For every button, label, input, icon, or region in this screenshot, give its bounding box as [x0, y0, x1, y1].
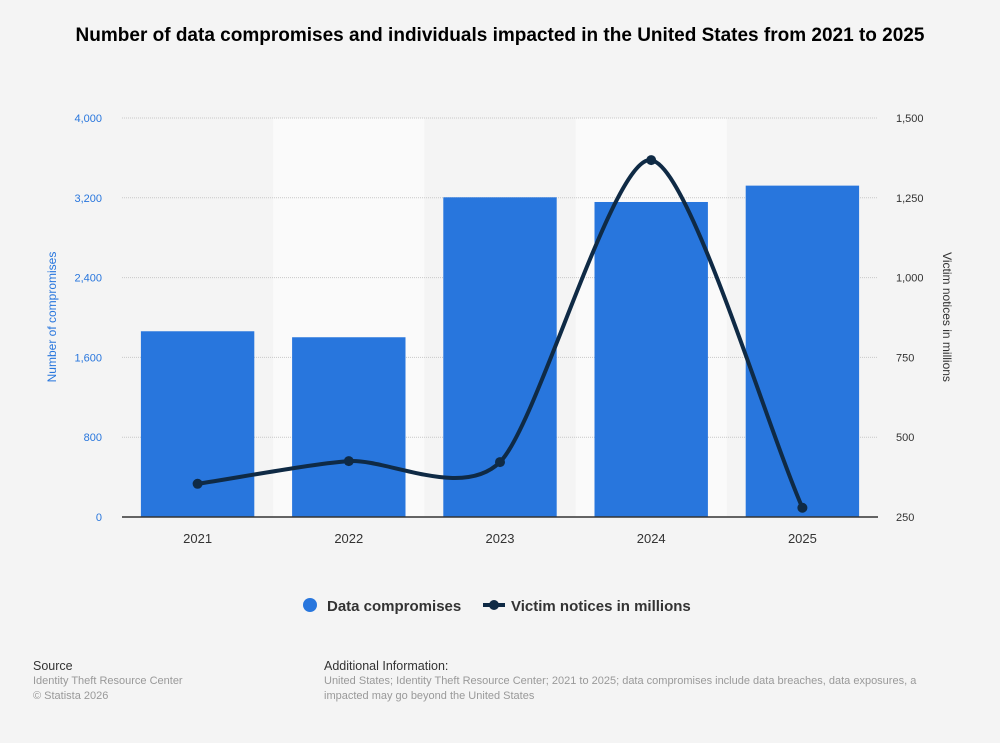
legend-marker-victim-notices: [489, 600, 499, 610]
x-tick-label: 2024: [637, 531, 666, 546]
y2-tick-label: 1,000: [896, 273, 924, 285]
info-line: impacted may go beyond the United States: [324, 690, 535, 702]
y2-tick-label: 1,250: [896, 193, 924, 205]
y-tick-label: 1,600: [74, 352, 102, 364]
y2-tick-label: 500: [896, 432, 914, 444]
chart-title: Number of data compromises and individua…: [75, 25, 925, 46]
line-point-2021: [192, 478, 203, 489]
y-tick-label: 4,000: [74, 113, 102, 125]
source-line[interactable]: Identity Theft Resource Center: [33, 675, 183, 687]
x-tick-label: 2025: [788, 531, 817, 546]
y-tick-label: 0: [96, 512, 102, 524]
victim-notices-line: [197, 158, 805, 509]
source-block: Source Identity Theft Resource Center © …: [33, 658, 183, 704]
y2-tick-label: 750: [896, 352, 914, 364]
x-tick-label: 2022: [334, 531, 363, 546]
line-point-2023: [495, 457, 505, 468]
copyright: © Statista 2026: [33, 690, 109, 702]
x-tick-label: 2023: [486, 531, 515, 546]
source-heading: Source: [33, 659, 73, 673]
bar-2021: [140, 331, 255, 517]
y2-axis-title: Victim notices in millions: [940, 252, 954, 382]
legend-label-victim-notices: Victim notices in millions: [511, 598, 691, 615]
bar-2024: [594, 201, 708, 517]
legend-marker-data-compromises: [303, 598, 317, 612]
line-point-2024: [646, 155, 657, 166]
bar-2025: [745, 185, 860, 517]
y-tick-label: 2,400: [74, 273, 102, 285]
line-point-2022: [343, 456, 354, 467]
y2-tick-label: 250: [896, 512, 914, 524]
x-tick-label: 2021: [183, 531, 212, 546]
info-heading: Additional Information:: [324, 659, 449, 673]
line-point-2025: [797, 502, 808, 513]
info-line: United States; Identity Theft Resource C…: [324, 675, 917, 687]
y-tick-label: 3,200: [74, 193, 102, 205]
y-axis-title: Number of compromises: [45, 252, 59, 383]
bar-2023: [443, 197, 557, 517]
y-tick-label: 800: [84, 432, 102, 444]
additional-info-block: Additional Information: United States; I…: [324, 658, 916, 704]
y2-tick-label: 1,500: [896, 113, 924, 125]
bar-2022: [292, 337, 406, 517]
legend-label-data-compromises: Data compromises: [327, 598, 461, 615]
